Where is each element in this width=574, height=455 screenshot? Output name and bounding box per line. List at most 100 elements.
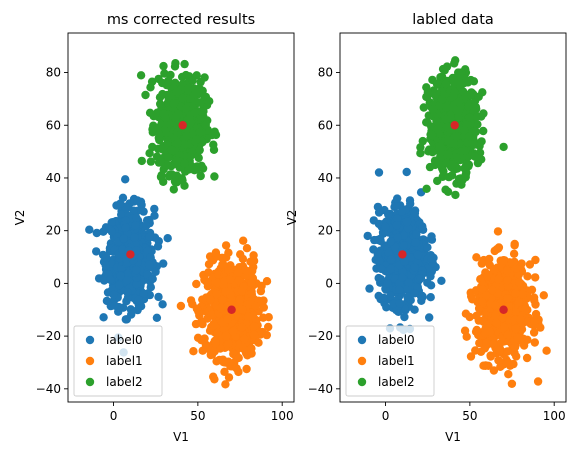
scatter-point — [132, 213, 141, 222]
scatter-point — [204, 268, 213, 277]
scatter-point — [386, 291, 395, 301]
scatter-point — [400, 257, 409, 266]
scatter-point — [186, 151, 195, 161]
scatter-point — [471, 152, 480, 161]
scatter-point — [499, 323, 509, 332]
scatter-point — [257, 281, 266, 291]
scatter-point — [146, 253, 155, 262]
scatter-point — [169, 185, 178, 194]
scatter-point — [515, 278, 524, 287]
centroid-point-2 — [450, 121, 459, 130]
scatter-point — [180, 159, 189, 168]
scatter-point — [219, 324, 229, 333]
scatter-point — [411, 238, 420, 247]
chart-panel-1: 0 50 100 −40 −20 0 20 40 60 80 V1 V2 labled data labe… — [285, 12, 567, 444]
scatter-point — [240, 334, 249, 344]
scatter-point — [492, 245, 501, 254]
y-tick-label: −20 — [308, 329, 333, 343]
scatter-point — [186, 296, 196, 305]
scatter-point — [485, 254, 494, 264]
scatter-point — [466, 352, 476, 361]
scatter-point — [92, 228, 102, 238]
scatter-point — [183, 84, 193, 94]
scatter-point — [206, 295, 215, 304]
scatter-point — [494, 275, 503, 284]
scatter-point — [536, 323, 545, 332]
scatter-point — [471, 286, 481, 295]
centroid-point-1 — [499, 305, 508, 314]
scatter-point — [106, 275, 115, 284]
scatter-point — [101, 261, 110, 270]
scatter-point — [442, 115, 451, 124]
legend: label0 label1 label2 — [73, 325, 163, 397]
scatter-point — [210, 172, 219, 181]
scatter-point — [454, 97, 464, 107]
scatter-point — [427, 254, 436, 263]
legend-marker-label0 — [85, 335, 95, 345]
scatter-point — [485, 327, 495, 337]
scatter-point — [454, 113, 463, 122]
scatter-point — [247, 289, 256, 299]
scatter-point — [435, 101, 444, 110]
scatter-point — [163, 234, 172, 243]
centroid-point-0 — [398, 250, 407, 259]
scatter-point — [137, 156, 146, 166]
scatter-point — [459, 87, 468, 96]
scatter-point — [383, 279, 392, 288]
scatter-point — [495, 346, 504, 355]
scatter-point — [107, 218, 116, 227]
scatter-point — [211, 338, 220, 347]
scatter-point — [212, 289, 221, 299]
scatter-point — [503, 294, 512, 303]
scatter-point — [416, 149, 425, 158]
legend-label-label2: label2 — [106, 375, 143, 389]
scatter-point — [520, 305, 530, 314]
scatter-point — [374, 219, 384, 229]
legend-label-label0: label0 — [378, 333, 415, 347]
scatter-point — [221, 241, 231, 250]
scatter-point — [220, 367, 229, 376]
scatter-point — [190, 108, 200, 118]
scatter-point — [136, 71, 146, 80]
scatter-point — [145, 149, 154, 158]
scatter-point — [238, 305, 247, 314]
scatter-point — [391, 201, 401, 211]
scatter-point — [418, 222, 427, 231]
scatter-point — [211, 248, 221, 257]
scatter-point — [525, 260, 535, 269]
scatter-point — [254, 338, 263, 347]
scatter-point — [502, 266, 512, 275]
scatter-point — [262, 330, 271, 340]
scatter-point — [143, 246, 152, 256]
scatter-point — [426, 272, 435, 281]
scatter-point — [511, 289, 520, 298]
scatter-point — [374, 208, 384, 217]
legend-label-label0: label0 — [106, 333, 143, 347]
scatter-point — [119, 234, 128, 243]
scatter-point — [160, 69, 169, 78]
scatter-point — [164, 77, 173, 86]
y-tick-label: 40 — [46, 171, 61, 185]
scatter-point — [482, 338, 491, 348]
scatter-point — [110, 301, 119, 310]
scatter-point — [406, 199, 415, 208]
scatter-point — [115, 281, 124, 290]
scatter-point — [85, 225, 94, 234]
scatter-point — [212, 357, 221, 366]
scatter-point — [122, 276, 132, 285]
centroid-point-0 — [126, 250, 135, 259]
scatter-point — [170, 62, 180, 71]
scatter-point — [437, 276, 446, 285]
scatter-point — [224, 339, 233, 348]
scatter-point — [181, 70, 191, 80]
scatter-point — [499, 256, 508, 265]
scatter-point — [178, 93, 187, 103]
scatter-point — [439, 167, 448, 176]
scatter-point — [151, 267, 160, 276]
scatter-point — [469, 77, 479, 86]
scatter-point — [197, 161, 206, 170]
scatter-point — [188, 76, 197, 85]
scatter-point — [461, 172, 470, 182]
scatter-point — [384, 249, 393, 258]
